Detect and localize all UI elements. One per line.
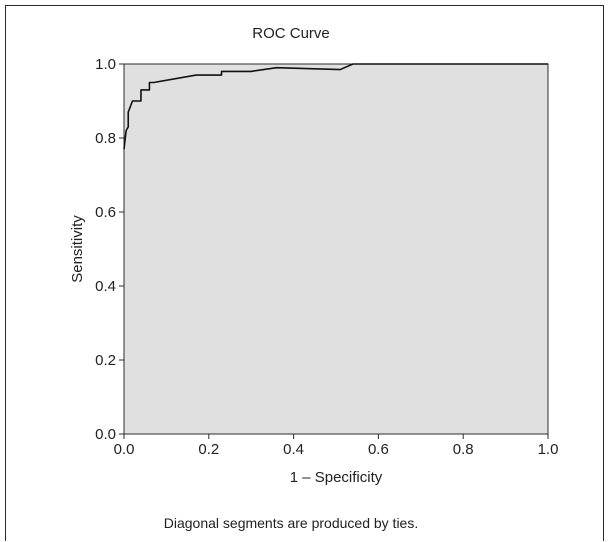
y-tick-label: 0.6 xyxy=(95,204,116,221)
x-tick-label: 0.4 xyxy=(283,441,304,458)
y-axis-label: Sensitivity xyxy=(69,215,86,283)
x-tick-label: 0.6 xyxy=(368,441,389,458)
y-tick-label: 0.2 xyxy=(95,352,116,369)
y-axis-ticks: 0.0 0.2 0.4 0.6 0.8 1.0 xyxy=(95,56,124,443)
roc-chart: ROC Curve 0.0 0.2 0.4 0.6 0.8 1.0 0.00.20.40.… xyxy=(69,25,559,531)
plot-area xyxy=(123,63,549,435)
footnote: Diagonal segments are produced by ties. xyxy=(164,515,418,531)
x-axis-label: 1 – Specificity xyxy=(290,469,383,486)
x-axis-ticks: 0.0 0.2 0.4 0.6 0.8 1.0 xyxy=(114,434,559,458)
x-tick-label: 0.0 xyxy=(114,441,135,458)
y-tick-label: 1.0 xyxy=(95,56,116,73)
x-tick-label: 0.2 xyxy=(198,441,219,458)
chart-figure: ROC Curve 0.0 0.2 0.4 0.6 0.8 1.0 0.0 0.2 0.4 0.… xyxy=(5,5,604,541)
y-tick-label: 0.8 xyxy=(95,130,116,147)
x-tick-label: 1.0 xyxy=(538,441,559,458)
roc-curve-line xyxy=(123,63,548,150)
y-tick-label: 0.0 xyxy=(95,426,116,443)
chart-title: ROC Curve xyxy=(252,25,330,42)
y-tick-label: 0.4 xyxy=(95,278,116,295)
x-tick-label: 0.8 xyxy=(453,441,474,458)
